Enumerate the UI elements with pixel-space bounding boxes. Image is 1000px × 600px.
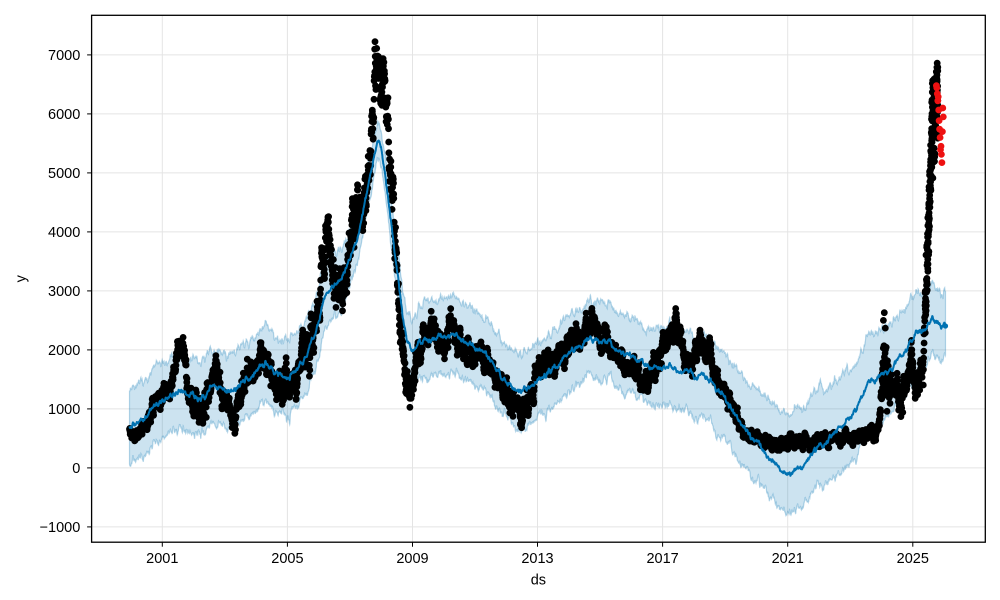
svg-text:4000: 4000: [48, 225, 80, 241]
svg-text:ds: ds: [531, 573, 546, 589]
svg-text:2005: 2005: [271, 551, 303, 567]
svg-text:6000: 6000: [48, 107, 80, 123]
svg-text:2009: 2009: [396, 551, 428, 567]
svg-text:1000: 1000: [48, 402, 80, 418]
svg-text:2000: 2000: [48, 343, 80, 359]
svg-text:3000: 3000: [48, 284, 80, 300]
svg-text:7000: 7000: [48, 48, 80, 64]
svg-text:2021: 2021: [772, 551, 804, 567]
svg-text:0: 0: [72, 461, 80, 477]
svg-text:y: y: [14, 274, 30, 282]
svg-text:5000: 5000: [48, 166, 80, 182]
svg-text:2013: 2013: [521, 551, 553, 567]
svg-text:2025: 2025: [897, 551, 929, 567]
svg-text:−1000: −1000: [40, 520, 81, 536]
svg-text:2017: 2017: [646, 551, 678, 567]
svg-text:2001: 2001: [146, 551, 178, 567]
